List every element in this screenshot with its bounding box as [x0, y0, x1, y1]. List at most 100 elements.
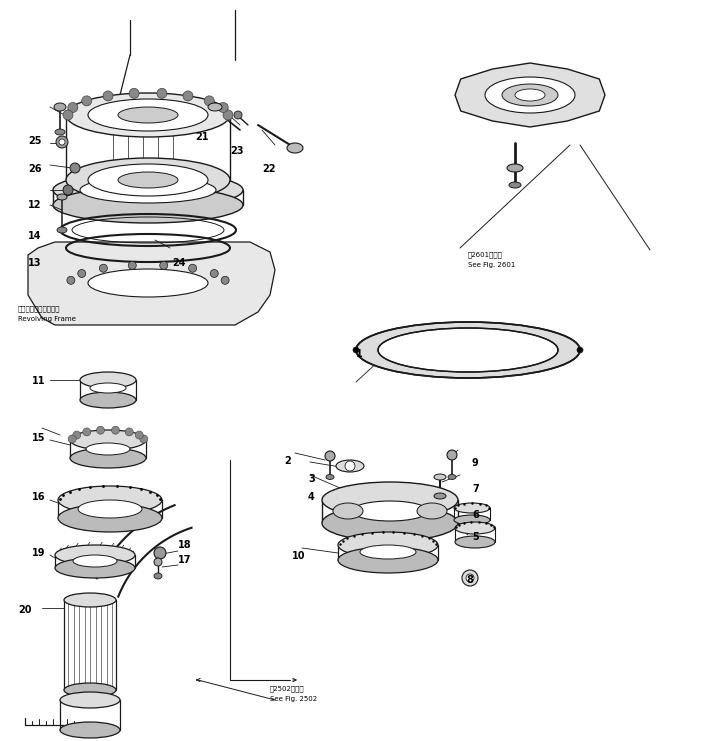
- Circle shape: [218, 102, 228, 113]
- Ellipse shape: [338, 547, 438, 573]
- Circle shape: [63, 185, 73, 195]
- Ellipse shape: [333, 503, 363, 519]
- Text: See Fig. 2601: See Fig. 2601: [468, 262, 515, 268]
- Polygon shape: [455, 63, 605, 127]
- Circle shape: [70, 163, 80, 173]
- Circle shape: [129, 88, 139, 99]
- Ellipse shape: [454, 515, 490, 525]
- Text: 7: 7: [472, 484, 479, 494]
- Ellipse shape: [448, 474, 456, 479]
- Text: 8: 8: [466, 575, 473, 585]
- Ellipse shape: [58, 504, 162, 532]
- Ellipse shape: [70, 448, 146, 468]
- Ellipse shape: [360, 545, 416, 559]
- Ellipse shape: [434, 474, 446, 480]
- Ellipse shape: [88, 269, 208, 297]
- Ellipse shape: [66, 93, 230, 137]
- Ellipse shape: [336, 460, 364, 472]
- Text: 25: 25: [28, 136, 41, 146]
- Ellipse shape: [88, 164, 208, 196]
- Circle shape: [189, 265, 197, 272]
- Text: 19: 19: [32, 548, 45, 558]
- Circle shape: [83, 428, 91, 436]
- Text: 9: 9: [472, 458, 479, 468]
- Circle shape: [183, 91, 193, 101]
- Ellipse shape: [73, 555, 117, 567]
- Text: 24: 24: [172, 258, 185, 268]
- Circle shape: [447, 450, 457, 460]
- Ellipse shape: [53, 172, 243, 208]
- Ellipse shape: [378, 328, 558, 372]
- Ellipse shape: [64, 683, 116, 697]
- Ellipse shape: [64, 593, 116, 607]
- Ellipse shape: [417, 503, 447, 519]
- Ellipse shape: [485, 77, 575, 113]
- Circle shape: [462, 570, 478, 586]
- Ellipse shape: [86, 443, 130, 455]
- Circle shape: [154, 558, 162, 566]
- Ellipse shape: [455, 522, 495, 534]
- Ellipse shape: [78, 500, 142, 518]
- Ellipse shape: [58, 486, 162, 514]
- Circle shape: [68, 435, 76, 443]
- Circle shape: [72, 431, 81, 439]
- Circle shape: [78, 270, 86, 277]
- Ellipse shape: [322, 482, 458, 518]
- Text: 14: 14: [28, 231, 41, 241]
- Ellipse shape: [80, 177, 216, 203]
- Ellipse shape: [515, 89, 545, 101]
- Ellipse shape: [322, 505, 458, 541]
- Ellipse shape: [356, 322, 580, 378]
- Ellipse shape: [326, 474, 334, 479]
- Circle shape: [221, 276, 229, 285]
- Ellipse shape: [208, 103, 222, 111]
- Circle shape: [325, 451, 335, 461]
- Ellipse shape: [54, 103, 66, 111]
- Ellipse shape: [352, 501, 428, 521]
- Circle shape: [129, 262, 136, 270]
- Text: 図2601図参照: 図2601図参照: [468, 252, 503, 259]
- Ellipse shape: [90, 383, 126, 393]
- Text: 13: 13: [28, 258, 41, 268]
- Text: 12: 12: [28, 200, 41, 210]
- Ellipse shape: [60, 722, 120, 738]
- Circle shape: [160, 262, 168, 270]
- Text: 6: 6: [472, 510, 479, 520]
- Circle shape: [345, 461, 355, 471]
- Text: 図2502図参照: 図2502図参照: [270, 685, 305, 692]
- Circle shape: [466, 574, 474, 582]
- Circle shape: [111, 426, 119, 434]
- Ellipse shape: [80, 392, 136, 408]
- Text: レボルビングフレーム: レボルビングフレーム: [18, 306, 60, 312]
- Circle shape: [67, 276, 75, 285]
- Ellipse shape: [118, 107, 178, 123]
- Circle shape: [577, 347, 583, 353]
- Text: 17: 17: [178, 555, 192, 565]
- Text: 11: 11: [32, 376, 45, 386]
- Ellipse shape: [57, 227, 67, 233]
- Ellipse shape: [287, 143, 303, 153]
- Text: 10: 10: [292, 551, 305, 561]
- Ellipse shape: [454, 503, 490, 513]
- Text: 22: 22: [262, 164, 275, 174]
- Ellipse shape: [338, 532, 438, 558]
- Text: 2: 2: [284, 456, 291, 466]
- Circle shape: [140, 435, 148, 443]
- Circle shape: [97, 426, 104, 434]
- Circle shape: [99, 265, 107, 272]
- Ellipse shape: [70, 430, 146, 450]
- Ellipse shape: [509, 182, 521, 188]
- Text: Revolving Frame: Revolving Frame: [18, 316, 76, 322]
- Ellipse shape: [118, 172, 178, 188]
- Ellipse shape: [55, 545, 135, 565]
- Circle shape: [68, 102, 78, 113]
- Ellipse shape: [154, 573, 162, 579]
- Text: 21: 21: [195, 132, 209, 142]
- Circle shape: [157, 88, 167, 99]
- Text: 18: 18: [178, 540, 192, 550]
- Polygon shape: [28, 242, 275, 325]
- Ellipse shape: [55, 558, 135, 578]
- Circle shape: [82, 96, 92, 106]
- Ellipse shape: [60, 692, 120, 708]
- Ellipse shape: [507, 164, 523, 172]
